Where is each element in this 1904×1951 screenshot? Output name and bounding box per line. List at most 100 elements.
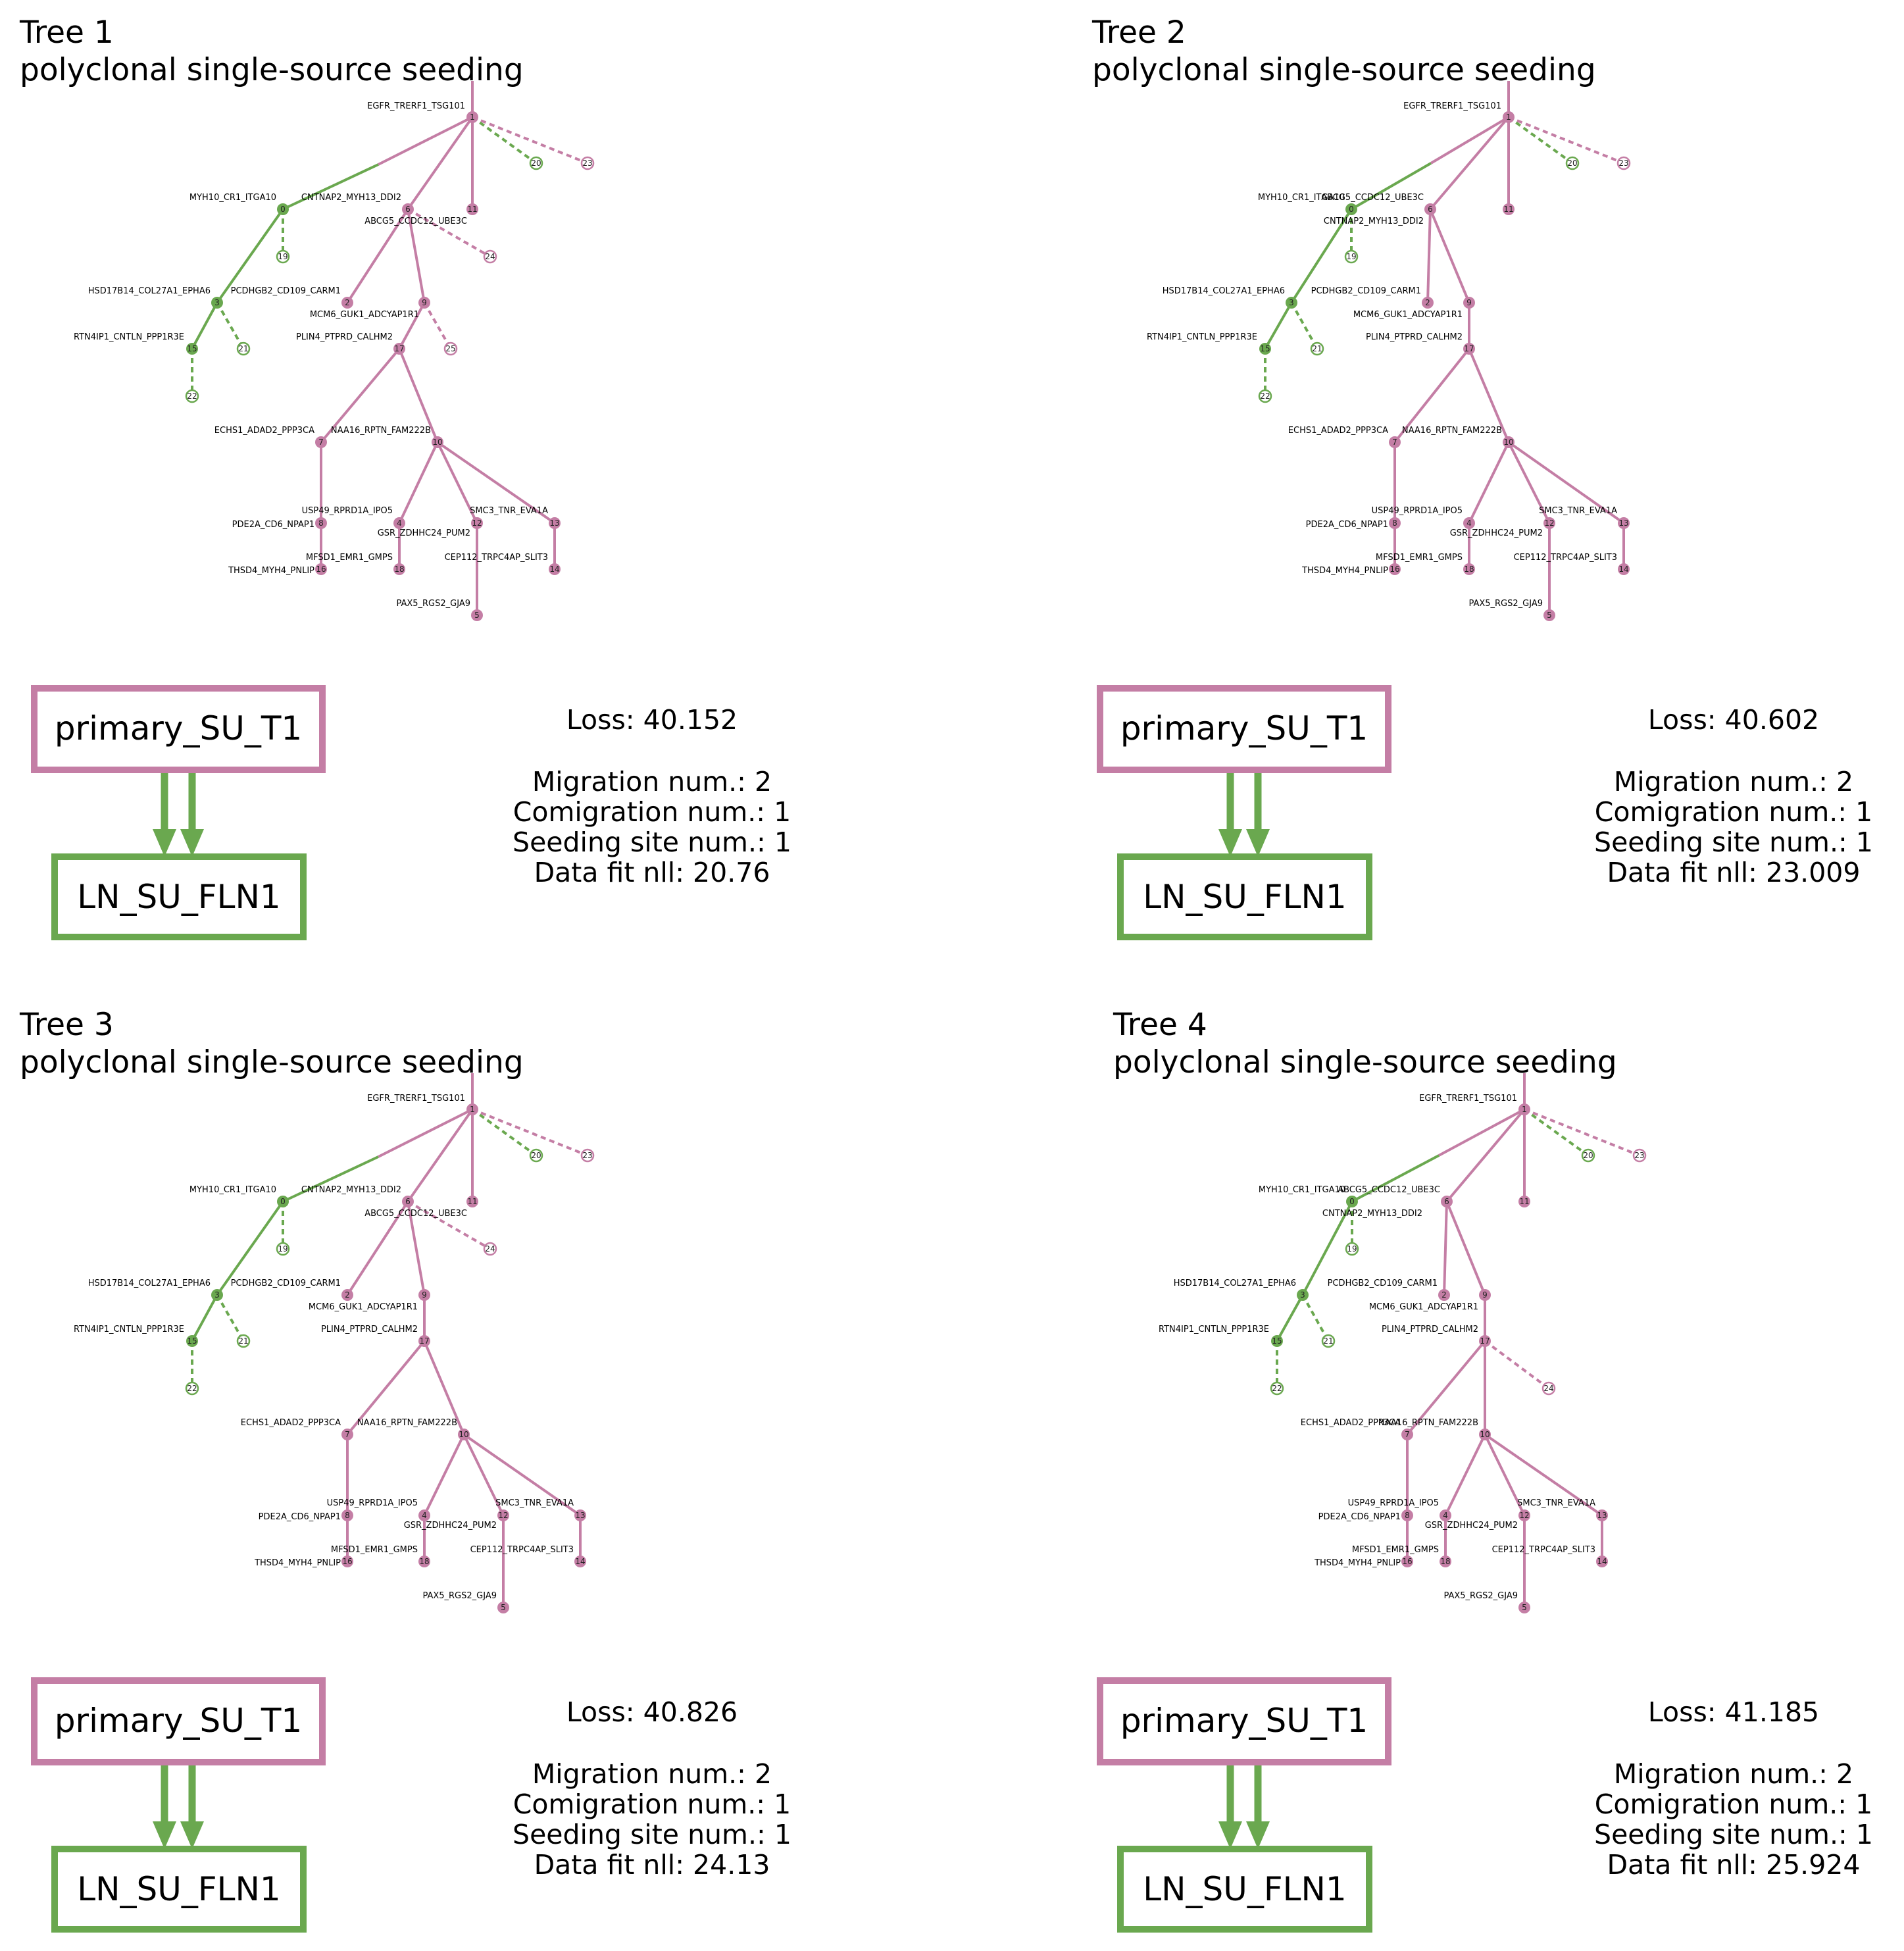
clone-label: MCM6_GUK1_ADCYAP1R1 <box>310 310 419 320</box>
svg-text:3: 3 <box>1289 298 1294 307</box>
tree-node: 3 <box>211 1289 223 1301</box>
clone-label: SMC3_TNR_EVA1A <box>1517 1498 1595 1508</box>
panel-title: Tree 2 <box>1091 14 1186 51</box>
migration-arrowhead <box>180 1821 204 1849</box>
clone-label: PAX5_RGS2_GJA9 <box>396 599 470 609</box>
svg-text:14: 14 <box>575 1557 585 1566</box>
tree-node: 11 <box>1503 203 1515 215</box>
clone-label: PCDHGB2_CD109_CARM1 <box>1328 1279 1438 1288</box>
tree-node: 11 <box>1518 1196 1530 1207</box>
site-box-metastasis <box>1117 853 1372 940</box>
tree-node: 24 <box>483 1242 497 1256</box>
clone-label: ECHS1_ADAD2_PPP3CA <box>241 1418 341 1428</box>
clone-label: GSR_ZDHHC24_PUM2 <box>378 528 470 538</box>
clone-label: HSD17B14_COL27A1_EPHA6 <box>1163 286 1285 296</box>
svg-text:3: 3 <box>1300 1290 1305 1300</box>
tree-edge <box>398 442 439 524</box>
tree-edge <box>423 1434 465 1516</box>
migration-graph: primary_SU_T1 LN_SU_FLN1 <box>1097 685 1391 940</box>
tree-edge <box>1508 116 1624 165</box>
tree-edge <box>423 1340 465 1435</box>
svg-text:0: 0 <box>1349 1197 1355 1206</box>
svg-text:7: 7 <box>1392 438 1397 447</box>
tree-node: 7 <box>1401 1429 1413 1440</box>
clone-label: MCM6_GUK1_ADCYAP1R1 <box>1369 1302 1478 1312</box>
migration-arrowhead <box>1218 1821 1242 1849</box>
tree-node: 3 <box>1297 1289 1309 1301</box>
clone-label: HSD17B14_COL27A1_EPHA6 <box>88 286 211 296</box>
svg-text:13: 13 <box>575 1511 585 1520</box>
tree-node: 10 <box>1479 1429 1491 1440</box>
tree-edge <box>1484 1340 1550 1390</box>
svg-text:3: 3 <box>214 298 220 307</box>
clone-label: ABCG5_CCDC12_UBE3C <box>364 216 467 226</box>
panel-title: Tree 3 <box>19 1007 114 1043</box>
clone-label: NAA16_RPTN_FAM222B <box>1402 426 1502 436</box>
clone-label: MFSD1_EMR1_GMPS <box>306 553 393 563</box>
tree-node: 22 <box>1270 1381 1284 1396</box>
clone-label: THSD4_MYH4_PNLIP <box>1314 1558 1401 1568</box>
loss-text: Loss: 40.826 <box>566 1696 738 1728</box>
seeding-site-count-text: Seeding site num.: 1 <box>513 1819 791 1850</box>
migration-graph: primary_SU_T1 LN_SU_FLN1 <box>31 1677 326 1933</box>
svg-text:18: 18 <box>394 565 404 574</box>
tree-node: 14 <box>549 563 561 575</box>
data-fit-text: Data fit nll: 25.924 <box>1607 1849 1861 1881</box>
tree-edge <box>398 302 426 349</box>
tree-node: 4 <box>1463 517 1475 529</box>
svg-text:19: 19 <box>1346 252 1356 261</box>
stats-block: Loss: 40.826 Migration num.: 2 Comigrati… <box>513 1696 791 1881</box>
clone-tree: 1 20 23 0 6 11 19 3 2 9 21 15 17 22 24 7… <box>1159 1073 1647 1613</box>
svg-text:19: 19 <box>278 1244 288 1254</box>
tree-edge <box>1484 1434 1526 1516</box>
svg-text:8: 8 <box>1405 1511 1410 1520</box>
clone-label: PLIN4_PTPRD_CALHM2 <box>296 332 393 342</box>
clone-label: PCDHGB2_CD109_CARM1 <box>231 286 341 296</box>
tree-node: 12 <box>1518 1509 1530 1521</box>
clone-label: CEP112_TRPC4AP_SLIT3 <box>1492 1545 1595 1555</box>
tree-edge <box>378 116 473 166</box>
comigration-count-text: Comigration num.: 1 <box>1595 796 1873 828</box>
svg-text:20: 20 <box>1583 1151 1593 1160</box>
comigration-count-text: Comigration num.: 1 <box>513 1788 791 1820</box>
tree-edge <box>1429 116 1510 211</box>
tree-node: 5 <box>471 609 483 621</box>
migration-count-text: Migration num.: 2 <box>532 1758 772 1790</box>
tree-edge <box>1290 302 1318 349</box>
clone-label: SMC3_TNR_EVA1A <box>1539 506 1617 516</box>
tree-node: 0 <box>1345 203 1357 215</box>
clone-label: MFSD1_EMR1_GMPS <box>1376 553 1463 563</box>
svg-text:22: 22 <box>1260 392 1270 401</box>
svg-text:25: 25 <box>445 344 455 353</box>
tree-edge <box>1290 208 1353 304</box>
tree-node: 9 <box>1479 1289 1491 1301</box>
tree-node: 24 <box>1541 1381 1556 1396</box>
tree-edge <box>1393 347 1470 443</box>
svg-text:5: 5 <box>1547 611 1552 620</box>
svg-text:15: 15 <box>1272 1336 1282 1346</box>
tree-node: 8 <box>1401 1509 1413 1521</box>
tree-node: 13 <box>1618 517 1630 529</box>
site-box-primary <box>1097 685 1391 773</box>
svg-text:11: 11 <box>1519 1197 1529 1206</box>
site-label-metastasis: LN_SU_FLN1 <box>77 1870 280 1908</box>
tree-node: 25 <box>443 342 458 356</box>
tree-edge <box>1444 1434 1486 1516</box>
panel-tree-1: Tree 1 polyclonal single-source seeding <box>19 14 791 940</box>
tree-node: 9 <box>418 1289 430 1301</box>
clone-label: MCM6_GUK1_ADCYAP1R1 <box>309 1302 418 1312</box>
site-label-primary: primary_SU_T1 <box>1120 1702 1368 1740</box>
tree-node: 23 <box>1632 1148 1647 1163</box>
clone-label: NAA16_RPTN_FAM222B <box>1378 1418 1478 1428</box>
tree-node: 21 <box>236 342 251 356</box>
tree-edge <box>436 442 478 524</box>
tree-node: 9 <box>418 297 430 309</box>
svg-text:22: 22 <box>1272 1384 1282 1393</box>
site-label-metastasis: LN_SU_FLN1 <box>77 878 280 916</box>
tree-node: 12 <box>497 1509 509 1521</box>
clone-label: THSD4_MYH4_PNLIP <box>1301 566 1388 576</box>
svg-text:12: 12 <box>1544 519 1554 528</box>
svg-text:6: 6 <box>405 1197 411 1206</box>
tree-edge <box>1523 1108 1590 1157</box>
clone-label: USP49_RPRD1A_IPO5 <box>327 1498 418 1508</box>
